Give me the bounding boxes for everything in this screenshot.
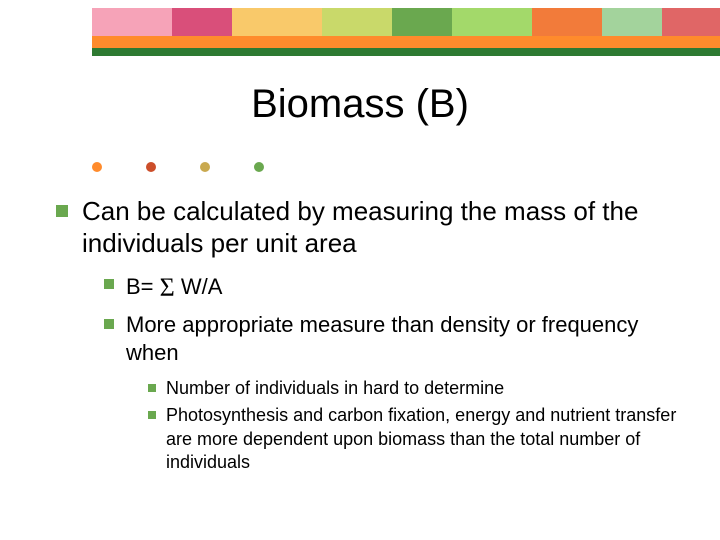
square-bullet-icon [148, 384, 156, 392]
formula-suffix: W/A [175, 274, 223, 299]
banner-seg [452, 8, 532, 36]
bullet-lvl3: Number of individuals in hard to determi… [148, 377, 680, 400]
dot-icon [254, 162, 264, 172]
square-bullet-icon [104, 319, 114, 329]
sigma-icon: Σ [160, 271, 175, 304]
bullet-lvl1: Can be calculated by measuring the mass … [56, 196, 680, 259]
bullet-text: Number of individuals in hard to determi… [166, 377, 504, 400]
dot-icon [146, 162, 156, 172]
banner-seg [532, 8, 602, 36]
banner-seg [232, 8, 322, 36]
bullet-text: More appropriate measure than density or… [126, 311, 680, 367]
slide: Biomass (B) Can be calculated by measuri… [0, 0, 720, 540]
square-bullet-icon [148, 411, 156, 419]
slide-title: Biomass (B) [0, 82, 720, 127]
banner-seg [92, 8, 172, 36]
square-bullet-icon [104, 279, 114, 289]
dot-icon [92, 162, 102, 172]
top-banner [92, 8, 720, 36]
bullet-lvl2: B= Σ W/A [104, 271, 680, 304]
accent-bar-green [92, 48, 720, 56]
title-dots [92, 162, 264, 172]
banner-seg [322, 8, 392, 36]
content-area: Can be calculated by measuring the mass … [56, 196, 680, 479]
banner-seg [602, 8, 662, 36]
accent-bar-orange [92, 36, 720, 48]
bullet-text: Photosynthesis and carbon fixation, ener… [166, 404, 680, 474]
square-bullet-icon [56, 205, 68, 217]
banner-seg [392, 8, 452, 36]
banner-seg [172, 8, 232, 36]
bullet-lvl3: Photosynthesis and carbon fixation, ener… [148, 404, 680, 474]
dot-icon [200, 162, 210, 172]
lvl3-group: Number of individuals in hard to determi… [148, 377, 680, 475]
formula-prefix: B= [126, 274, 160, 299]
bullet-lvl2: More appropriate measure than density or… [104, 311, 680, 367]
bullet-text: B= Σ W/A [126, 271, 222, 304]
banner-seg [662, 8, 720, 36]
bullet-text: Can be calculated by measuring the mass … [82, 196, 680, 259]
lvl2-group: B= Σ W/A More appropriate measure than d… [104, 271, 680, 474]
